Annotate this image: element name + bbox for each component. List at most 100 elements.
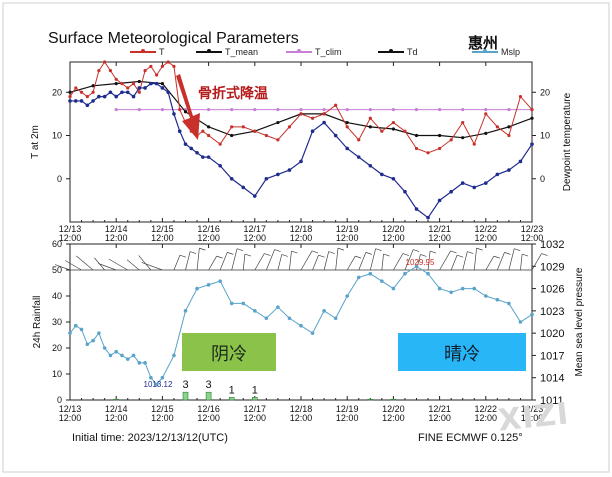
series-td-point — [79, 99, 84, 103]
series-t-point — [120, 82, 124, 86]
wind-barb — [393, 253, 404, 271]
top-xtick-hour: 12:00 — [428, 233, 451, 243]
series-tclim-point — [207, 107, 211, 112]
series-mslp-point — [437, 286, 442, 291]
wind-barb — [266, 249, 275, 271]
wind-barb — [531, 253, 542, 271]
series-td-point — [218, 163, 222, 168]
top-xtick-date: 12/17 — [244, 224, 267, 234]
series-tmean-point — [391, 127, 395, 131]
wind-barb-flag — [522, 253, 529, 257]
series-t-point — [403, 129, 407, 133]
wind-barb-flag — [264, 253, 271, 256]
wind-barb — [141, 262, 163, 271]
series-t-point — [438, 146, 442, 151]
bottom-xtick-hour: 12:00 — [59, 413, 82, 423]
legend-swatch-td — [378, 49, 404, 53]
series-t-point — [264, 133, 268, 138]
series-t-point — [461, 120, 465, 125]
series-td-point — [299, 159, 303, 164]
top-xtick-date: 12/16 — [197, 224, 220, 234]
wind-barb — [231, 248, 238, 271]
wind-barb — [346, 255, 356, 271]
series-tclim-point — [322, 107, 326, 112]
series-tmean-point — [530, 116, 534, 120]
wind-barb — [54, 264, 71, 271]
series-td-point — [149, 81, 153, 86]
sunny-cold-box — [398, 333, 526, 371]
series-mslp-point — [114, 349, 118, 354]
legend-item-t: T — [130, 47, 165, 57]
wind-barb-flag — [337, 247, 345, 251]
series-td-point — [172, 112, 176, 116]
series-t-point — [276, 138, 280, 142]
top-ylabel-right: Dewpoint temperature — [562, 92, 573, 191]
series-mslp-point — [149, 375, 153, 380]
rain-bar-label: 1 — [229, 384, 235, 396]
rain-bar-label: 3 — [206, 379, 212, 391]
top-ytick-label-right: 10 — [540, 131, 550, 141]
series-t-point — [310, 116, 315, 120]
series-mslp-point — [195, 286, 199, 291]
model-label: FINE ECMWF 0.125° — [418, 432, 523, 444]
bottom-xtick-date: 12/13 — [59, 404, 82, 414]
bottom-ytick-label-left: 0 — [57, 395, 62, 405]
series-td-point — [356, 155, 361, 159]
series-tmean-point — [368, 125, 372, 129]
series-mslp-point — [449, 290, 453, 295]
top-xtick-date: 12/23 — [521, 224, 544, 234]
series-tmean-point — [276, 120, 280, 125]
top-xtick-date: 12/21 — [428, 224, 451, 234]
series-tclim-point — [114, 107, 118, 112]
series-tclim-point — [368, 107, 372, 112]
bottom-xtick-date: 12/17 — [244, 404, 267, 414]
top-xtick-hour: 12:00 — [105, 233, 128, 243]
series-tmean-point — [91, 84, 95, 88]
series-t-point — [201, 129, 205, 133]
wind-barb-flag — [504, 252, 511, 255]
bottom-xtick-date: 12/19 — [336, 404, 359, 414]
series-td-point — [195, 151, 199, 155]
wind-barb — [219, 252, 228, 271]
watermark: XIZI — [496, 396, 571, 439]
wind-barb-flag — [274, 249, 281, 252]
series-t-point — [91, 90, 95, 94]
series-mslp-point — [299, 323, 303, 328]
series-tmean-point — [345, 120, 349, 125]
legend-item-tmean: T_mean — [196, 47, 258, 57]
series-td-point — [310, 129, 315, 133]
series-tmean-point — [137, 79, 141, 84]
series-t-point — [68, 94, 72, 99]
bottom-ytick-label-left: 60 — [52, 239, 62, 249]
series-t-point — [518, 94, 523, 99]
series-t-point — [507, 133, 511, 138]
wind-barb-flag — [420, 254, 427, 257]
series-tmean-point — [160, 82, 164, 86]
wind-barb-flag — [311, 250, 319, 254]
bottom-panel-frame — [69, 243, 533, 401]
series-td-point — [368, 163, 373, 168]
wind-barb — [98, 263, 117, 271]
series-tclim-point — [137, 107, 141, 112]
series-tclim-point — [438, 107, 442, 112]
legend-label-tclim: T_clim — [315, 47, 342, 57]
series-mslp-point — [472, 286, 477, 291]
series-td-line — [70, 83, 533, 219]
top-xtick-date: 12/14 — [105, 224, 128, 234]
series-t-point — [472, 142, 476, 146]
series-td-point — [91, 99, 95, 103]
series-td-point — [201, 155, 205, 159]
wind-barb-flag — [541, 253, 548, 256]
wind-barb-flag — [281, 254, 288, 257]
wind-barb — [450, 255, 458, 271]
series-t-point — [137, 90, 141, 94]
bottom-xtick-hour: 12:00 — [105, 413, 128, 423]
series-td-point — [166, 90, 170, 95]
series-t-point — [131, 82, 136, 86]
bottom-xtick-hour: 12:00 — [382, 413, 405, 423]
top-xtick-date: 12/13 — [59, 224, 82, 234]
series-td-point — [189, 146, 194, 151]
wind-barb — [497, 252, 505, 271]
legend-item-mslp: Mslp — [472, 47, 520, 57]
series-td-point — [125, 90, 130, 95]
